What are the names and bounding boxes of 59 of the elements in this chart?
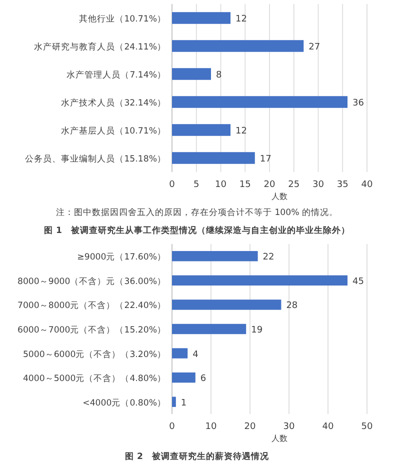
x-tick-label: 40	[322, 422, 334, 432]
data-label: 6	[200, 374, 206, 384]
data-label: 12	[236, 14, 247, 24]
x-axis-title: 人数	[272, 434, 288, 443]
data-label: 19	[251, 326, 263, 336]
bar	[172, 396, 176, 407]
bar	[172, 68, 211, 80]
x-tick-label: 25	[288, 180, 300, 190]
x-tick-label: 30	[312, 180, 324, 190]
y-tick-label: 水产研究与教育人员（24.11%）	[34, 42, 166, 52]
bar	[172, 300, 282, 310]
data-label: 36	[352, 98, 364, 108]
x-tick-label: 40	[361, 180, 373, 190]
x-tick-label: 50	[361, 422, 373, 432]
data-label: 27	[308, 42, 320, 52]
data-label: 1	[180, 398, 187, 408]
bar	[172, 152, 255, 164]
text: 图 1 被调查研究生从事工作类型情况（继续深造与自主创业的毕业生除外）	[44, 225, 350, 236]
text: 注：图中数据因四舍五入的原因，存在分项合计不等于 100% 的情况。	[56, 207, 338, 218]
bar	[172, 275, 348, 286]
bar	[172, 124, 230, 136]
bar	[172, 348, 188, 358]
bar	[172, 12, 230, 24]
data-label: 4	[192, 350, 199, 360]
text: 图 2 被调查研究生的薪资待遇情况	[125, 451, 270, 462]
y-tick-label: 水产管理人员（7.14%）	[66, 70, 166, 80]
y-tick-label: 公务员、事业编制人员（15.18%）	[25, 154, 166, 164]
y-tick-label: 7000～8000元（不含）（22.40%）	[17, 300, 166, 312]
y-tick-label: 5000～6000元（不含）（3.20%）	[22, 348, 166, 360]
x-tick-label: 20	[264, 180, 276, 190]
bar	[172, 96, 348, 108]
bar	[172, 40, 304, 52]
data-label: 8	[216, 70, 222, 80]
y-tick-label: <4000元（0.80%）	[82, 397, 166, 408]
x-tick-label: 10	[215, 180, 227, 190]
x-tick-label: 10	[205, 422, 217, 432]
x-tick-label: 20	[244, 422, 256, 432]
x-tick-label: 5	[194, 180, 200, 190]
y-tick-label: 8000～9000（不含）元（36.00%）	[17, 276, 166, 287]
y-tick-label: 水产基层人员（10.71%）	[61, 126, 166, 136]
y-tick-label: 水产技术人员（32.14%）	[61, 98, 166, 108]
y-tick-label: ≥9000元（17.60%）	[77, 252, 166, 263]
bar	[172, 372, 196, 383]
data-label: 28	[286, 301, 298, 312]
data-label: 22	[262, 252, 274, 263]
x-tick-label: 15	[239, 180, 251, 190]
x-tick-label: 0	[169, 180, 176, 190]
x-tick-label: 30	[283, 422, 295, 432]
x-tick-label: 0	[169, 422, 176, 432]
x-tick-label: 35	[336, 180, 348, 190]
y-tick-label: 其他行业（10.71%）	[79, 14, 166, 24]
y-tick-label: 4000～5000元（不含）（4.80%）	[22, 373, 166, 384]
x-axis-title: 人数	[272, 192, 288, 201]
data-label: 17	[260, 154, 272, 164]
bar	[172, 251, 258, 262]
data-label: 12	[236, 126, 247, 136]
bar	[172, 324, 246, 334]
data-label: 45	[352, 276, 364, 287]
y-tick-label: 6000～7000元（不含）（15.20%）	[17, 324, 166, 336]
